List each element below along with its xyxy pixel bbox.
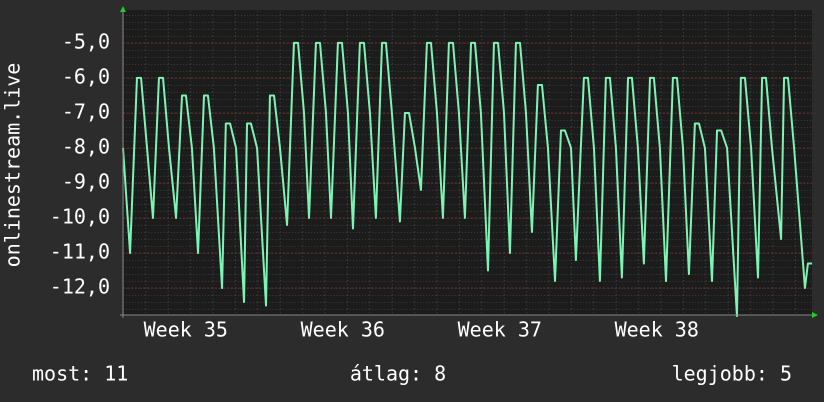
x-tick-label: Week 36 <box>301 318 385 342</box>
y-axis-label: onlinestream.live <box>1 63 25 268</box>
stat-best: legjobb: 5 <box>672 362 792 386</box>
stat-average: átlag: 8 <box>350 362 446 386</box>
y-tick-label: -12,0 <box>50 275 110 299</box>
series-line <box>122 41 812 318</box>
x-arrow <box>812 312 818 318</box>
y-tick-label: -7,0 <box>62 99 110 123</box>
stat-current: most: 11 <box>32 362 128 386</box>
x-tick-label: Week 38 <box>615 318 699 342</box>
x-tick-label: Week 37 <box>458 318 542 342</box>
y-tick-label: -9,0 <box>62 169 110 193</box>
y-arrow <box>120 6 126 12</box>
y-tick-label: -6,0 <box>62 64 110 88</box>
y-tick-label: -5,0 <box>62 29 110 53</box>
x-tick-label: Week 35 <box>144 318 228 342</box>
y-tick-label: -8,0 <box>62 134 110 158</box>
y-tick-label: -10,0 <box>50 205 110 229</box>
y-tick-label: -11,0 <box>50 240 110 264</box>
